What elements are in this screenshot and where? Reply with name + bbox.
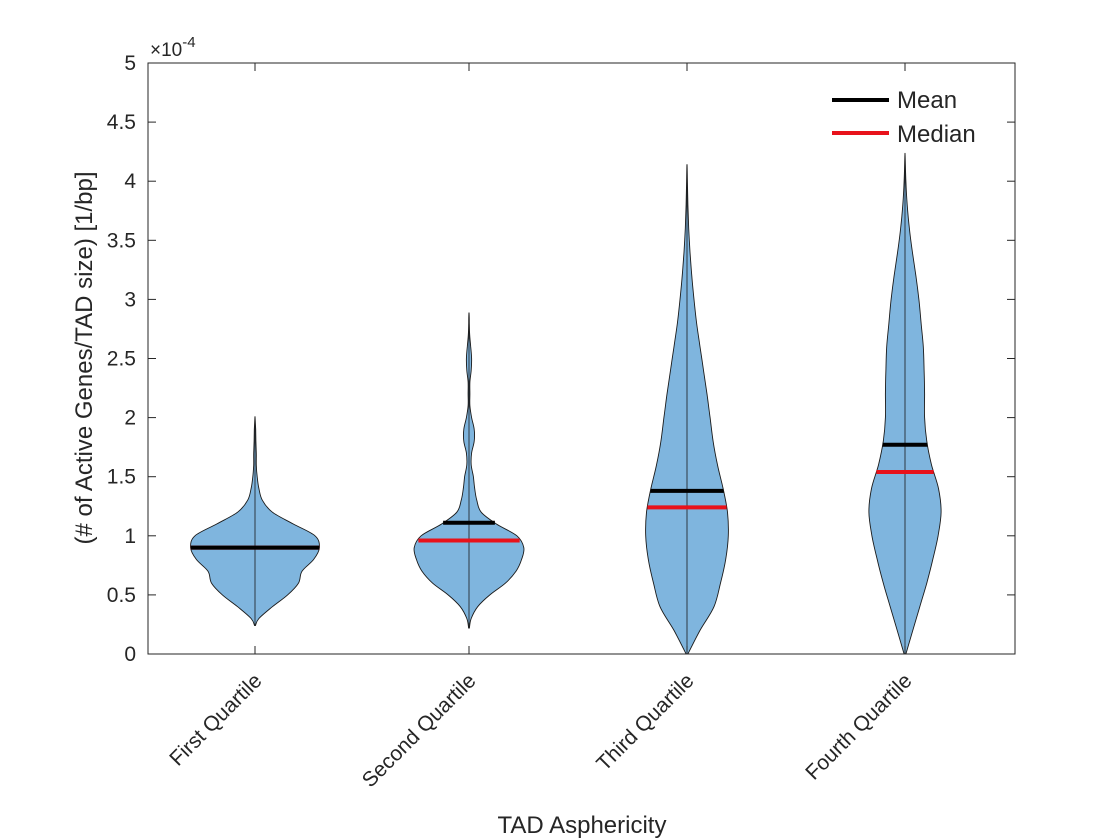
y-tick-label: 2.5 xyxy=(107,348,136,371)
y-tick-label: 5 xyxy=(124,52,136,75)
x-axis-label: TAD Asphericity xyxy=(498,812,667,839)
y-tick-label: 4.5 xyxy=(107,111,136,134)
y-tick-label: 2 xyxy=(124,407,136,430)
x-tick-label: First Quartile xyxy=(165,669,266,770)
x-tick-label: Second Quartile xyxy=(358,669,481,792)
legend-median-label: Median xyxy=(897,121,976,148)
x-tick-label: Fourth Quartile xyxy=(801,669,916,784)
y-tick-label: 4 xyxy=(124,170,136,193)
y-tick-label: 3 xyxy=(124,288,136,311)
x-tick-label: Third Quartile xyxy=(592,669,698,775)
y-tick-label: 1 xyxy=(124,525,136,548)
y-tick-label: 3.5 xyxy=(107,229,136,252)
y-axis-label: (# of Active Genes/TAD size) [1/bp] xyxy=(71,171,98,544)
violins-group xyxy=(190,152,942,655)
legend: Mean Median xyxy=(832,87,976,148)
y-tick-label: 1.5 xyxy=(107,466,136,489)
stat-lines-group xyxy=(190,442,934,550)
legend-mean-label: Mean xyxy=(897,87,957,114)
y-exponent: ×10-4 xyxy=(150,34,196,61)
y-tick-label: 0.5 xyxy=(107,584,136,607)
y-axis: 0 0.5 1 1.5 2 2.5 3 3.5 4 4.5 5 xyxy=(107,52,1015,666)
y-tick-label: 0 xyxy=(124,643,136,666)
